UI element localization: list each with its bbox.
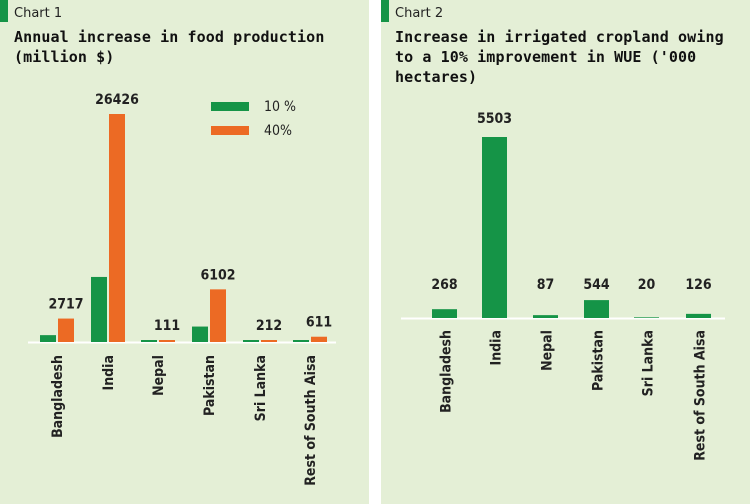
legend-label-40: 40% bbox=[264, 123, 292, 139]
chart-1-plot: 2717 Bangladesh 26426 India 111 Nepal 6102 Paki… bbox=[28, 92, 336, 486]
value-label-rest-of-south-aisa: 126 bbox=[685, 277, 712, 293]
bar-10-india bbox=[91, 276, 107, 342]
value-label-pakistan: 544 bbox=[583, 277, 610, 293]
value-label-bangladesh: 268 bbox=[431, 277, 457, 293]
value-label-nepal: 111 bbox=[154, 318, 180, 334]
category-label-bangladesh: Bangladesh bbox=[50, 355, 66, 438]
category-label-india: India bbox=[101, 355, 117, 390]
chart-1-panel: Chart 1 Annual increase in food producti… bbox=[0, 0, 369, 504]
bar-pakistan bbox=[584, 300, 609, 318]
chart-2-label: Chart 2 bbox=[395, 6, 444, 21]
value-label-rest-of-south-aisa: 611 bbox=[306, 315, 332, 331]
bar-40-pakistan bbox=[210, 289, 226, 342]
category-label-sri-lanka: Sri Lanka bbox=[641, 330, 657, 396]
category-label-sri-lanka: Sri Lanka bbox=[253, 355, 269, 421]
bar-40-rest-of-south-aisa bbox=[311, 336, 327, 342]
bar-10-sri-lanka bbox=[243, 340, 259, 342]
bar-40-nepal bbox=[159, 340, 175, 342]
bar-10-nepal bbox=[141, 340, 157, 342]
legend-swatch-10 bbox=[211, 102, 249, 111]
chart-1-title: Annual increase in food production (mill… bbox=[14, 28, 325, 66]
bar-india bbox=[482, 137, 507, 318]
bar-10-pakistan bbox=[192, 326, 208, 342]
category-label-pakistan: Pakistan bbox=[591, 330, 607, 391]
value-label-sri-lanka: 212 bbox=[256, 318, 282, 334]
category-label-rest-of-south-aisa: Rest of South Aisa bbox=[693, 330, 709, 461]
bar-rest-of-south-aisa bbox=[686, 313, 711, 318]
category-label-nepal: Nepal bbox=[540, 330, 556, 371]
chart-2-marker bbox=[381, 0, 389, 22]
legend-swatch-40 bbox=[211, 126, 249, 135]
chart-2-title: Increase in irrigated cropland owing to … bbox=[395, 28, 724, 86]
category-label-rest-of-south-aisa: Rest of South Aisa bbox=[303, 355, 319, 486]
chart-2-plot: 268 Bangladesh 5503 India 87 Nepal 544 Pakistan… bbox=[401, 111, 725, 461]
value-label-pakistan: 6102 bbox=[200, 267, 235, 283]
value-label-sri-lanka: 20 bbox=[638, 277, 656, 293]
bar-40-bangladesh bbox=[58, 318, 74, 342]
value-label-nepal: 87 bbox=[537, 277, 555, 293]
chart-2-panel: Chart 2 Increase in irrigated cropland o… bbox=[381, 0, 750, 504]
value-label-bangladesh: 2717 bbox=[48, 297, 83, 313]
bar-bangladesh bbox=[432, 309, 457, 318]
chart-1-label: Chart 1 bbox=[14, 6, 63, 21]
value-label-india: 26426 bbox=[95, 92, 139, 108]
chart-1-marker bbox=[0, 0, 8, 22]
bar-sri-lanka bbox=[634, 317, 659, 318]
bar-40-india bbox=[109, 114, 125, 342]
category-label-pakistan: Pakistan bbox=[202, 355, 218, 416]
category-label-bangladesh: Bangladesh bbox=[439, 330, 455, 413]
bar-40-sri-lanka bbox=[261, 340, 277, 342]
category-label-india: India bbox=[489, 330, 505, 365]
bar-nepal bbox=[533, 315, 558, 318]
category-label-nepal: Nepal bbox=[151, 355, 167, 396]
value-label-india: 5503 bbox=[477, 111, 512, 127]
bar-10-rest-of-south-aisa bbox=[293, 340, 309, 342]
legend-label-10: 10 % bbox=[264, 99, 296, 115]
bar-10-bangladesh bbox=[40, 335, 56, 342]
